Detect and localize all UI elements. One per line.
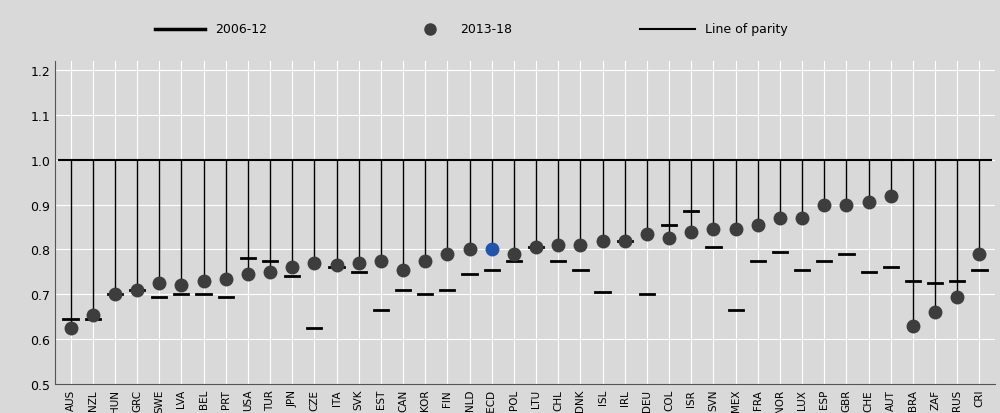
Text: 2006-12: 2006-12 (215, 23, 267, 36)
Text: 2013-18: 2013-18 (460, 23, 512, 36)
Text: Line of parity: Line of parity (705, 23, 788, 36)
